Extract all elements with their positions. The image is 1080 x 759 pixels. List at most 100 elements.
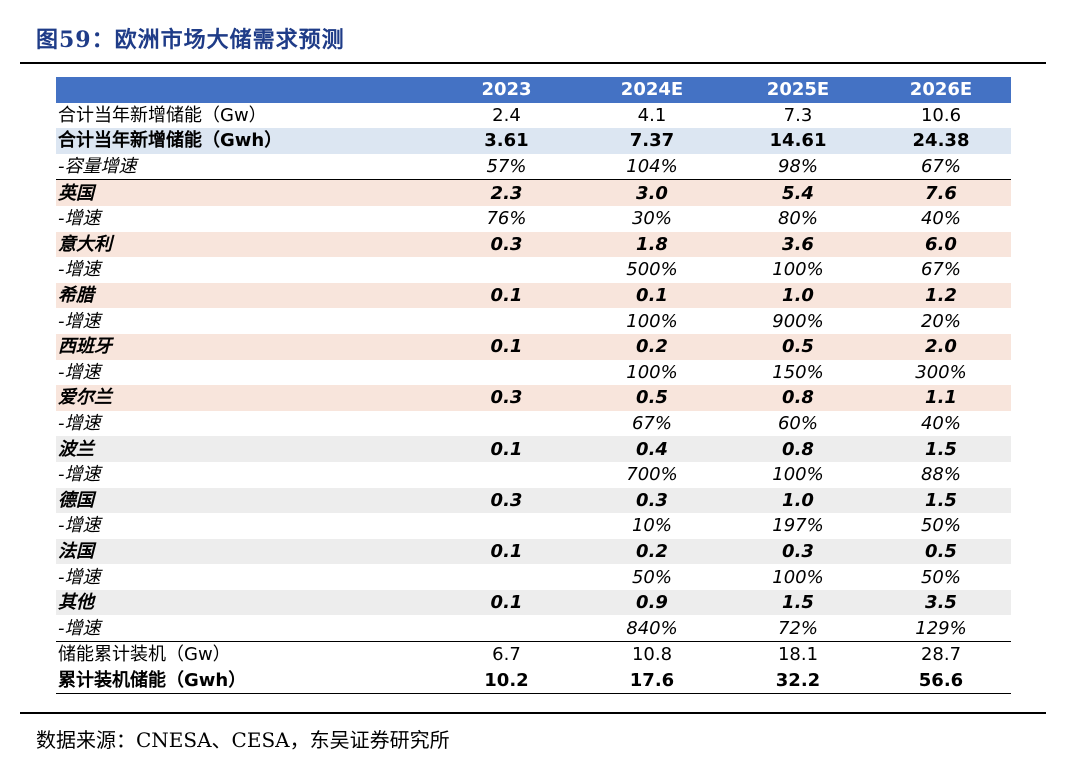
- header-2023: 2023: [434, 77, 579, 103]
- cell: 6.7: [492, 644, 521, 666]
- table-row: -增速 100% 150% 300%: [56, 360, 1011, 386]
- row-label: 法国: [56, 538, 434, 565]
- cell: 0.1: [579, 282, 725, 309]
- cell: 3.6: [725, 231, 871, 258]
- cell: 1.0: [725, 282, 871, 309]
- cell: 1.5: [725, 589, 871, 616]
- header-row: 2023 2024E 2025E 2026E: [56, 77, 1011, 103]
- row-label: -增速: [56, 615, 434, 643]
- cell: 100%: [772, 464, 824, 486]
- table-row: 德国 0.3 0.3 1.0 1.5: [56, 487, 1011, 514]
- table-row: -增速 700% 100% 88%: [56, 462, 1011, 488]
- header-blank: [56, 77, 434, 103]
- table-row: -增速 10% 197% 50%: [56, 513, 1011, 539]
- cell: 0.5: [725, 333, 871, 360]
- table-row: 其他 0.1 0.9 1.5 3.5: [56, 589, 1011, 616]
- cell: 2.3: [434, 179, 579, 206]
- cell: 1.1: [871, 385, 1011, 411]
- europe-storage-demand-table: 2023 2024E 2025E 2026E 合计当年新增储能（Gw） 2.4 …: [56, 77, 1011, 695]
- cell: 2.4: [492, 104, 521, 126]
- cell: 0.5: [871, 538, 1011, 565]
- cell: 0.8: [725, 436, 871, 462]
- cell: 10.6: [920, 104, 962, 126]
- cell: 129%: [871, 615, 1011, 643]
- cell: [434, 462, 579, 488]
- cell: 0.1: [434, 333, 579, 360]
- cell: 20%: [920, 310, 961, 332]
- header-2025e: 2025E: [725, 77, 871, 103]
- table-row: -增速 50% 100% 50%: [56, 564, 1011, 590]
- cell: 10.8: [631, 644, 673, 666]
- table-row: 希腊 0.1 0.1 1.0 1.2: [56, 282, 1011, 309]
- cell: 24.38: [871, 128, 1011, 154]
- row-label: 德国: [56, 487, 434, 514]
- cell: 60%: [777, 413, 818, 435]
- row-label: 爱尔兰: [56, 385, 434, 411]
- header-2024e: 2024E: [579, 77, 725, 103]
- cell: 32.2: [725, 667, 871, 695]
- cell: 700%: [626, 464, 678, 486]
- table-row: 储能累计装机（Gw） 6.7 10.8 18.1 28.7: [56, 642, 1011, 668]
- cell: 0.2: [579, 333, 725, 360]
- cell: 104%: [579, 153, 725, 181]
- cell: 7.6: [871, 179, 1011, 206]
- cell: 88%: [920, 464, 961, 486]
- cell: 2.0: [871, 333, 1011, 360]
- table-row: -增速 100% 900% 20%: [56, 308, 1011, 334]
- cell: [434, 564, 579, 590]
- table-row: 意大利 0.3 1.8 3.6 6.0: [56, 231, 1011, 258]
- bottom-rule: [20, 712, 1046, 714]
- table-row: 波兰 0.1 0.4 0.8 1.5: [56, 436, 1011, 462]
- cell: 500%: [626, 259, 678, 281]
- row-label: 英国: [56, 179, 434, 206]
- table-row: 合计当年新增储能（Gwh） 3.61 7.37 14.61 24.38: [56, 128, 1011, 154]
- table-row: -增速 76% 30% 80% 40%: [56, 206, 1011, 232]
- cell: 7.3: [783, 104, 813, 126]
- cell: 14.61: [725, 128, 871, 154]
- cell: 0.3: [434, 385, 579, 411]
- table-row: 英国 2.3 3.0 5.4 7.6: [56, 179, 1011, 206]
- cell: 0.1: [434, 538, 579, 565]
- cell: 18.1: [777, 644, 819, 666]
- row-label: -增速: [58, 464, 101, 486]
- cell: 0.1: [434, 589, 579, 616]
- cell: 56.6: [871, 667, 1011, 695]
- cell: 900%: [772, 310, 824, 332]
- table-row: 爱尔兰 0.3 0.5 0.8 1.1: [56, 385, 1011, 411]
- cell: 0.8: [725, 385, 871, 411]
- cell: 3.5: [871, 589, 1011, 616]
- row-label: -增速: [58, 208, 101, 230]
- cell: 28.7: [920, 644, 962, 666]
- cell: [434, 615, 579, 643]
- row-label: 其他: [56, 589, 434, 616]
- cell: 0.3: [434, 487, 579, 514]
- cell: 50%: [920, 515, 961, 537]
- row-label: 储能累计装机（Gw）: [58, 644, 231, 666]
- cell: 1.5: [871, 436, 1011, 462]
- cell: 50%: [920, 566, 961, 588]
- cell: 0.3: [725, 538, 871, 565]
- cell: 100%: [772, 566, 824, 588]
- figure-title: 图59：欧洲市场大储需求预测: [36, 27, 345, 53]
- row-label: 累计装机储能（Gwh）: [56, 667, 434, 695]
- table-row: -容量增速 57% 104% 98% 67%: [56, 153, 1011, 181]
- cell: 0.5: [579, 385, 725, 411]
- cell: [434, 257, 579, 283]
- cell: 40%: [920, 413, 961, 435]
- cell: 3.0: [579, 179, 725, 206]
- row-label: 意大利: [56, 231, 434, 258]
- cell: 10.2: [434, 667, 579, 695]
- row-label: 合计当年新增储能（Gw）: [58, 104, 267, 126]
- cell: 50%: [631, 566, 672, 588]
- cell: 67%: [631, 413, 672, 435]
- row-label: -增速: [58, 515, 101, 537]
- cell: 0.1: [434, 436, 579, 462]
- cell: 5.4: [725, 179, 871, 206]
- source-note: 数据来源：CNESA、CESA，东吴证券研究所: [36, 728, 450, 752]
- row-label: -增速: [58, 566, 101, 588]
- cell: [434, 411, 579, 437]
- row-label: 希腊: [56, 282, 434, 309]
- cell: 4.1: [637, 104, 667, 126]
- cell: 0.2: [579, 538, 725, 565]
- cell: 1.5: [871, 487, 1011, 514]
